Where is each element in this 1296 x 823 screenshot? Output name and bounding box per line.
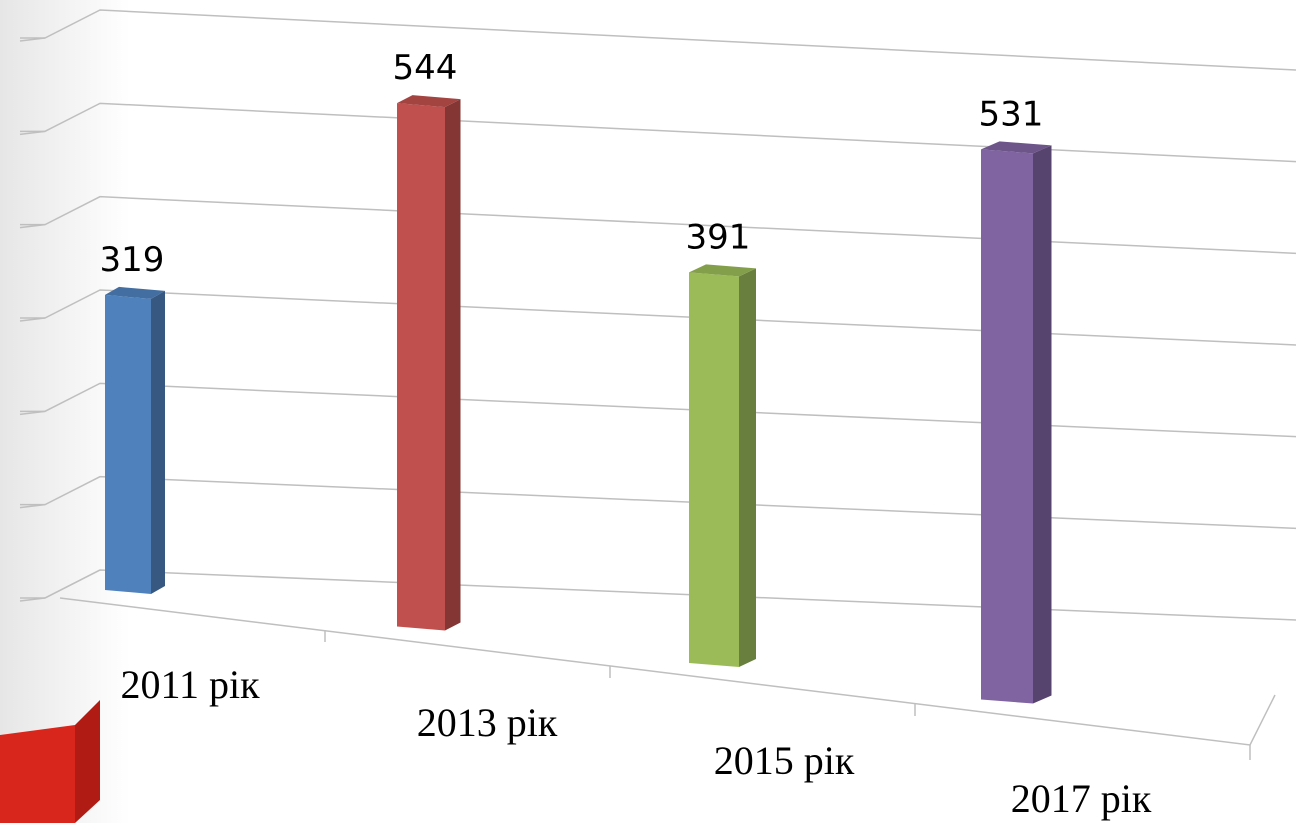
y-tick <box>19 223 46 229</box>
grid-line <box>20 475 1296 530</box>
x-tick-label: 2013 рік <box>417 700 558 745</box>
y-tick <box>19 597 46 602</box>
y-tick <box>19 503 46 509</box>
data-label: 391 <box>686 217 751 257</box>
bar-front <box>689 272 739 667</box>
y-tick <box>19 410 46 416</box>
y-tick <box>19 130 46 136</box>
y-tick <box>19 37 46 42</box>
bar-top <box>397 95 461 108</box>
grid-line <box>20 289 1296 346</box>
data-label: 531 <box>979 94 1044 134</box>
bar-top <box>689 264 756 277</box>
bar-front <box>397 103 445 631</box>
grid-line <box>20 102 1296 163</box>
x-tick-label: 2015 рік <box>714 738 855 783</box>
bar <box>981 141 1052 704</box>
decoration <box>75 700 100 823</box>
grid <box>19 9 1296 621</box>
y-tick <box>19 317 46 322</box>
x-tick-label: 2011 рік <box>120 662 260 707</box>
data-label: 544 <box>393 48 458 88</box>
bar-top <box>105 286 165 299</box>
bar-side <box>151 290 165 594</box>
grid-line <box>20 195 1296 255</box>
bar-front <box>981 149 1033 704</box>
bar-front <box>105 294 151 594</box>
data-label: 319 <box>100 240 165 280</box>
grid-line <box>20 569 1296 621</box>
bar <box>689 264 756 667</box>
bars: 319 2011 рік 544 2013 рік 391 2015 рік 531 2017… <box>100 48 1152 821</box>
bar-side <box>445 99 461 631</box>
bar-side <box>739 268 756 667</box>
grid-line <box>20 9 1296 71</box>
bar-side <box>1033 145 1052 704</box>
floor-edge <box>44 569 101 599</box>
bar <box>397 95 461 631</box>
bar <box>105 286 165 594</box>
floor <box>44 569 1276 760</box>
x-tick-label: 2017 рік <box>1011 776 1152 821</box>
grid-line <box>20 382 1296 438</box>
bar-top <box>981 141 1052 154</box>
decoration <box>0 725 75 823</box>
